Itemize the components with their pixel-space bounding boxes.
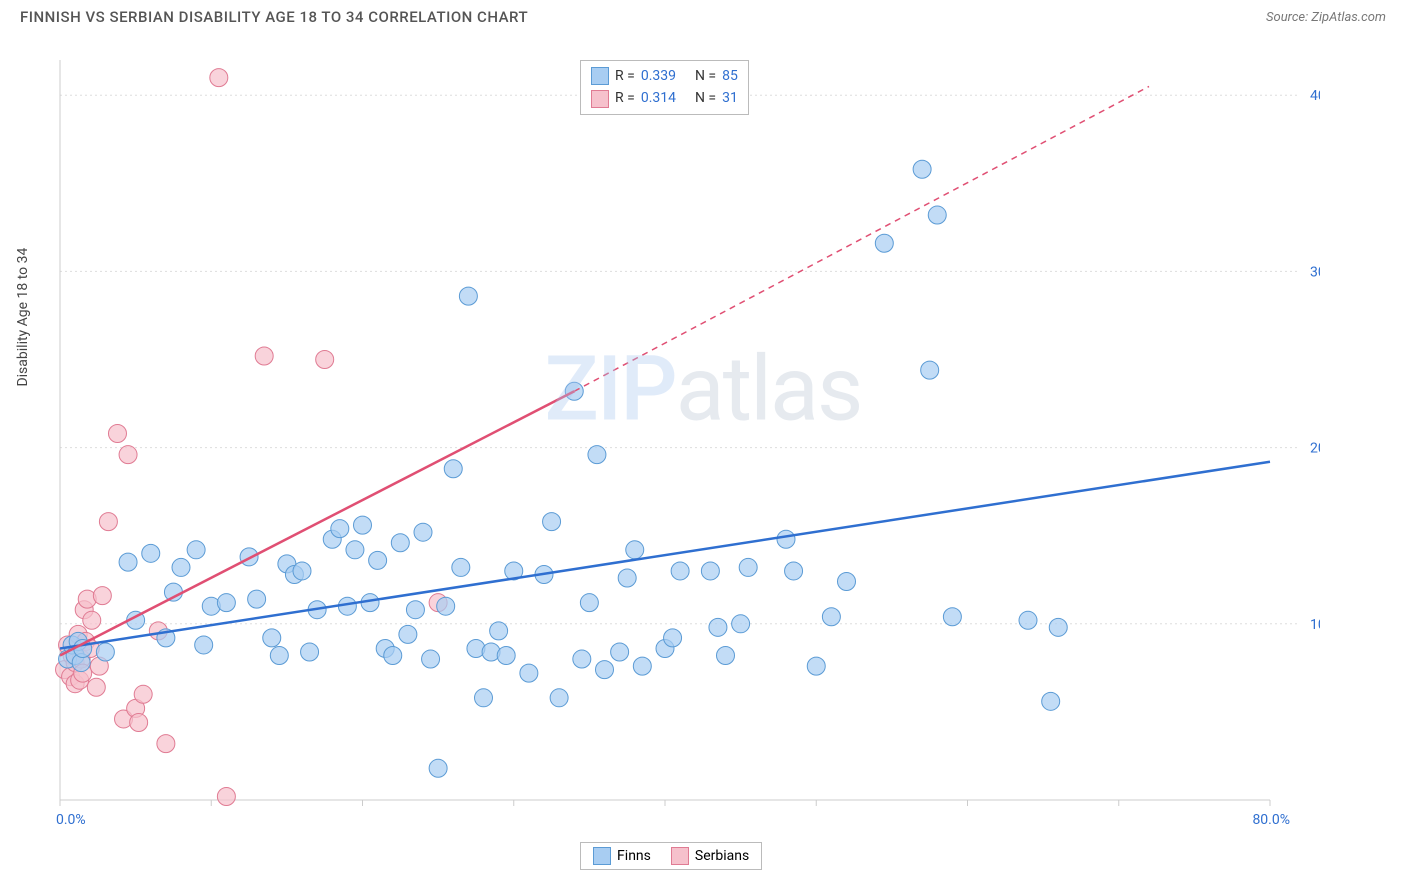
n-label: N = [695,87,716,109]
swatch-finns [591,67,609,85]
n-value-serbians: 31 [722,87,738,109]
svg-text:10.0%: 10.0% [1310,617,1320,633]
legend-label-finns: Finns [617,848,651,864]
svg-text:30.0%: 30.0% [1310,264,1320,280]
r-label: R = [615,65,635,87]
r-value-finns: 0.339 [641,65,676,87]
chart-container: Disability Age 18 to 34 10.0%20.0%30.0%4… [20,40,1386,872]
stats-legend: R = 0.339 N = 85 R = 0.314 N = 31 [580,60,749,115]
svg-text:20.0%: 20.0% [1310,441,1320,457]
n-value-finns: 85 [722,65,738,87]
legend-item-finns: Finns [593,847,651,865]
legend-item-serbians: Serbians [671,847,749,865]
svg-text:40.0%: 40.0% [1310,88,1320,104]
r-value-serbians: 0.314 [641,87,676,109]
swatch-finns [593,847,611,865]
r-label: R = [615,87,635,109]
swatch-serbians [671,847,689,865]
stats-row-serbians: R = 0.314 N = 31 [591,87,738,109]
legend-label-serbians: Serbians [695,848,749,864]
source-attribution: Source: ZipAtlas.com [1266,10,1386,25]
scatter-plot: 10.0% 20.0% 30.0% 40.0% 0.0% 80.0% [20,40,1320,830]
series-legend: Finns Serbians [580,842,762,870]
svg-text:80.0%: 80.0% [1252,812,1290,828]
y-axis-label: Disability Age 18 to 34 [15,248,31,387]
n-label: N = [695,65,716,87]
stats-row-finns: R = 0.339 N = 85 [591,65,738,87]
chart-title: FINNISH VS SERBIAN DISABILITY AGE 18 TO … [20,8,528,26]
svg-text:0.0%: 0.0% [56,812,86,828]
swatch-serbians [591,90,609,108]
